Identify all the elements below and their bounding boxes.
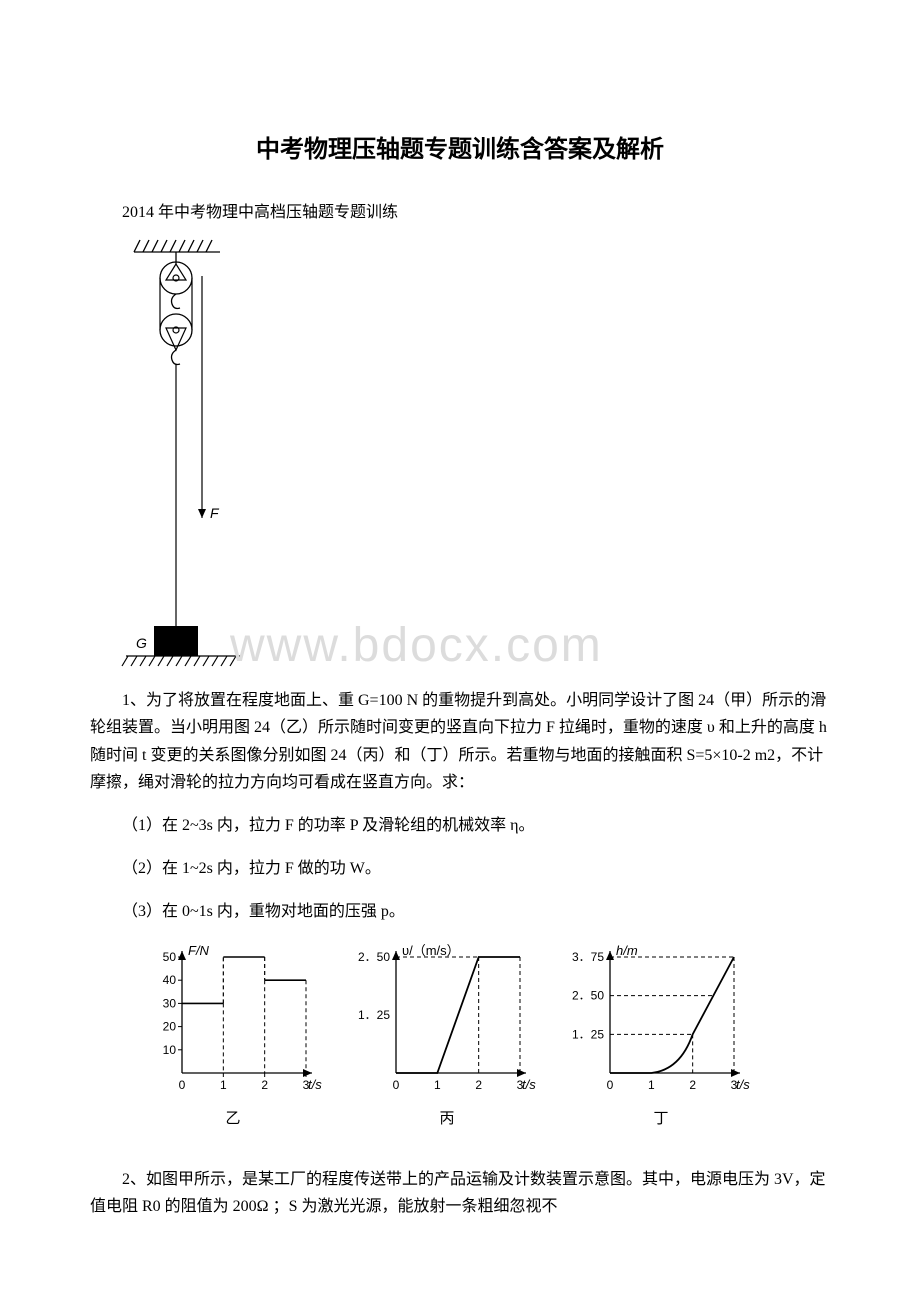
chart-bing-label: 丙 [352,1107,542,1133]
question-1-sub3: （3）在 0~1s 内，重物对地面的压强 p。 [90,898,830,925]
svg-text:G: G [136,635,147,651]
svg-text:0: 0 [393,1078,400,1092]
chart-ding: 1．252．503．750123h/mt/s 丁 [566,939,756,1132]
svg-text:30: 30 [163,997,177,1011]
svg-text:2．50: 2．50 [572,989,604,1003]
svg-text:2: 2 [475,1078,482,1092]
question-1-intro: 1、为了将放置在程度地面上、重 G=100 N 的重物提升到高处。小明同学设计了… [90,687,830,796]
svg-text:F/N: F/N [188,943,210,958]
svg-text:2: 2 [261,1078,268,1092]
svg-text:0: 0 [607,1078,614,1092]
svg-text:t/s: t/s [736,1077,750,1092]
svg-text:1．25: 1．25 [358,1008,390,1022]
svg-text:1．25: 1．25 [572,1028,604,1042]
svg-text:F: F [210,505,220,521]
svg-text:t/s: t/s [522,1077,536,1092]
svg-text:3．75: 3．75 [572,950,604,964]
charts-row: 10203040500123F/Nt/s 乙 1．252．500123υ/（m/… [138,939,830,1132]
svg-text:10: 10 [163,1043,177,1057]
svg-text:50: 50 [163,950,177,964]
svg-text:υ/（m/s）: υ/（m/s） [402,943,460,958]
svg-text:t/s: t/s [308,1077,322,1092]
svg-text:h/m: h/m [616,943,638,958]
question-2-intro: 2、如图甲所示，是某工厂的程度传送带上的产品运输及计数装置示意图。其中，电源电压… [90,1166,830,1220]
svg-text:2．50: 2．50 [358,950,390,964]
question-1-sub2: （2）在 1~2s 内，拉力 F 做的功 W。 [90,855,830,882]
svg-text:1: 1 [648,1078,655,1092]
page-title: 中考物理压轴题专题训练含答案及解析 [90,130,830,171]
svg-text:40: 40 [163,974,177,988]
chart-ding-label: 丁 [566,1107,756,1133]
pulley-diagram: FG [120,238,830,677]
svg-text:0: 0 [179,1078,186,1092]
question-1-sub1: （1）在 2~3s 内，拉力 F 的功率 P 及滑轮组的机械效率 η。 [90,812,830,839]
chart-yi: 10203040500123F/Nt/s 乙 [138,939,328,1132]
svg-text:2: 2 [689,1078,696,1092]
chart-yi-label: 乙 [138,1107,328,1133]
svg-text:1: 1 [434,1078,441,1092]
svg-text:20: 20 [163,1020,177,1034]
chart-bing: 1．252．500123υ/（m/s）t/s 丙 [352,939,542,1132]
svg-text:1: 1 [220,1078,227,1092]
subtitle: 2014 年中考物理中高档压轴题专题训练 [90,199,830,226]
